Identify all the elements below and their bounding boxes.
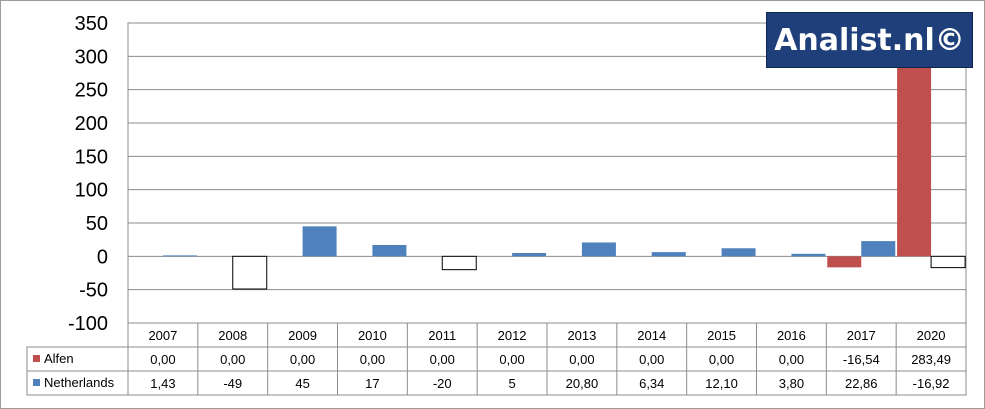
y-tick-label: 0 — [97, 246, 108, 268]
x-tick-label: 2017 — [847, 328, 876, 343]
data-label: -20 — [433, 376, 452, 391]
data-label: 0,00 — [639, 352, 664, 367]
x-tick-label: 2009 — [288, 328, 317, 343]
x-tick-label: 2010 — [358, 328, 387, 343]
data-label: 0,00 — [569, 352, 594, 367]
x-tick-label: 2020 — [917, 328, 946, 343]
data-label: 0,00 — [360, 352, 385, 367]
y-tick-label: 100 — [75, 180, 108, 202]
x-tick-label: 2013 — [567, 328, 596, 343]
data-label: 0,00 — [290, 352, 315, 367]
bar-netherlands-2008 — [232, 255, 268, 290]
x-tick-label: 2014 — [637, 328, 666, 343]
bar-netherlands-2012 — [512, 253, 547, 257]
data-label: 0,00 — [709, 352, 734, 367]
legend-swatch-netherlands — [33, 379, 40, 386]
bar-netherlands-2014 — [651, 252, 686, 257]
data-label: 22,86 — [845, 376, 878, 391]
x-tick-label: 2015 — [707, 328, 736, 343]
legend-swatch-alfen — [33, 355, 40, 362]
data-label: -16,54 — [843, 352, 880, 367]
data-label: 0,00 — [499, 352, 524, 367]
y-tick-label: 250 — [75, 80, 108, 102]
data-label: 12,10 — [705, 376, 738, 391]
data-label: 283,49 — [911, 352, 951, 367]
x-tick-label: 2008 — [218, 328, 247, 343]
bar-netherlands-2016 — [791, 253, 826, 257]
legend-label-alfen: Alfen — [44, 351, 74, 366]
data-label: 6,34 — [639, 376, 664, 391]
data-label: 5 — [508, 376, 515, 391]
bar-netherlands-2009 — [302, 226, 337, 257]
bar-netherlands-2020 — [930, 255, 966, 269]
plot-area — [127, 22, 967, 324]
data-label: 17 — [365, 376, 379, 391]
x-tick-label: 2011 — [428, 328, 456, 343]
bar-netherlands-2007 — [162, 255, 197, 257]
bar-alfen-2017 — [827, 256, 862, 268]
bar-alfen-2020 — [897, 67, 932, 257]
x-tick-label: 2012 — [498, 328, 527, 343]
bar-netherlands-2013 — [581, 242, 616, 257]
bar-netherlands-2010 — [372, 245, 407, 257]
x-tick-label: 2016 — [777, 328, 806, 343]
bar-netherlands-2017 — [861, 241, 896, 257]
y-tick-label: 150 — [75, 146, 108, 168]
data-label: 0,00 — [430, 352, 455, 367]
bar-netherlands-2015 — [721, 248, 756, 257]
data-label: -49 — [223, 376, 242, 391]
legend-label-netherlands: Netherlands — [44, 375, 115, 390]
x-tick-label: 2007 — [148, 328, 177, 343]
data-label: 45 — [295, 376, 309, 391]
data-label: 3,80 — [779, 376, 804, 391]
bar-netherlands-2011 — [441, 255, 477, 271]
data-label: 0,00 — [150, 352, 175, 367]
y-tick-label: 50 — [86, 213, 108, 235]
data-label: 0,00 — [779, 352, 804, 367]
y-tick-label: -50 — [79, 280, 108, 302]
data-label: 1,43 — [150, 376, 175, 391]
data-label: 20,80 — [566, 376, 599, 391]
data-label: 0,00 — [220, 352, 245, 367]
data-label: -16,92 — [913, 376, 950, 391]
y-tick-label: 300 — [75, 46, 108, 68]
analist-logo: Analist.nl© — [766, 12, 973, 68]
y-tick-label: -100 — [68, 313, 108, 335]
y-tick-label: 350 — [75, 13, 108, 35]
y-tick-label: 200 — [75, 113, 108, 135]
